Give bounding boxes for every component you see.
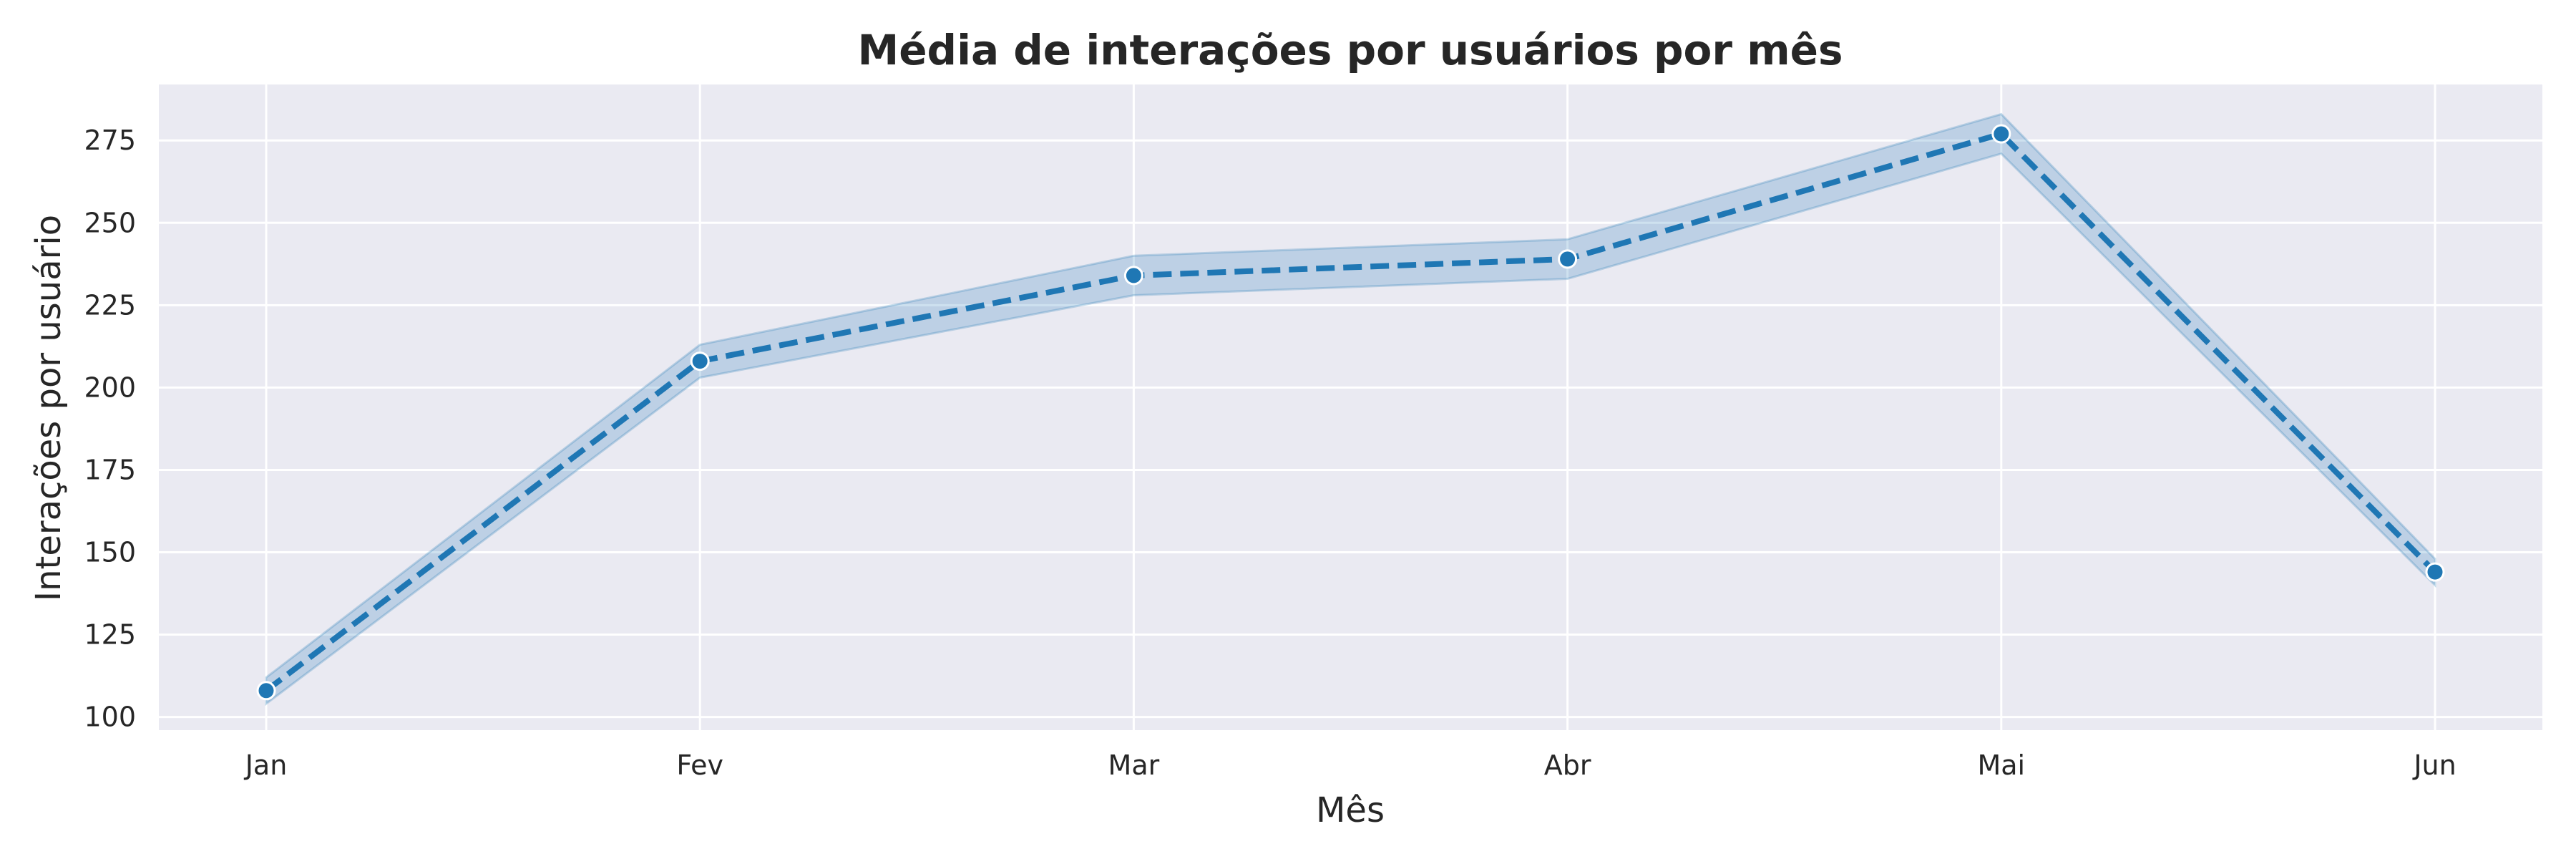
y-tick-label: 150 (84, 536, 136, 568)
y-tick-label: 250 (84, 207, 136, 238)
y-tick-label: 225 (84, 289, 136, 321)
data-point (1558, 249, 1578, 269)
y-tick-label: 125 (84, 619, 136, 651)
confidence-band (265, 112, 2436, 707)
chart-title: Média de interações por usuários por mês (858, 26, 1843, 74)
y-axis-label: Interações por usuário (29, 215, 69, 601)
series-line-layer (264, 131, 2437, 693)
data-point (256, 681, 276, 701)
grid-lines (159, 84, 2542, 730)
x-tick-label: Jan (244, 749, 288, 781)
x-tick-labels: Jan Fev Mar Abr Mai Jun (244, 749, 2457, 781)
data-point (690, 351, 710, 372)
x-tick-label: Abr (1544, 749, 1591, 781)
confidence-band-layer (265, 112, 2436, 707)
y-tick-label: 175 (84, 454, 136, 485)
y-tick-label: 200 (84, 372, 136, 403)
x-axis-label: Mês (1316, 790, 1385, 830)
x-tick-label: Mai (1977, 749, 2025, 781)
data-point-layer (256, 124, 2445, 701)
y-tick-labels: 100 125 150 175 200 225 250 275 (84, 125, 136, 732)
data-point (1991, 124, 2011, 144)
x-tick-label: Mar (1108, 749, 1160, 781)
plot-area (159, 84, 2542, 730)
series-line (264, 131, 2437, 693)
data-point (2425, 562, 2445, 582)
x-tick-label: Fev (676, 749, 723, 781)
y-tick-label: 275 (84, 125, 136, 156)
data-point (1123, 266, 1143, 286)
y-tick-label: 100 (84, 702, 136, 733)
x-tick-label: Jun (2412, 749, 2456, 781)
